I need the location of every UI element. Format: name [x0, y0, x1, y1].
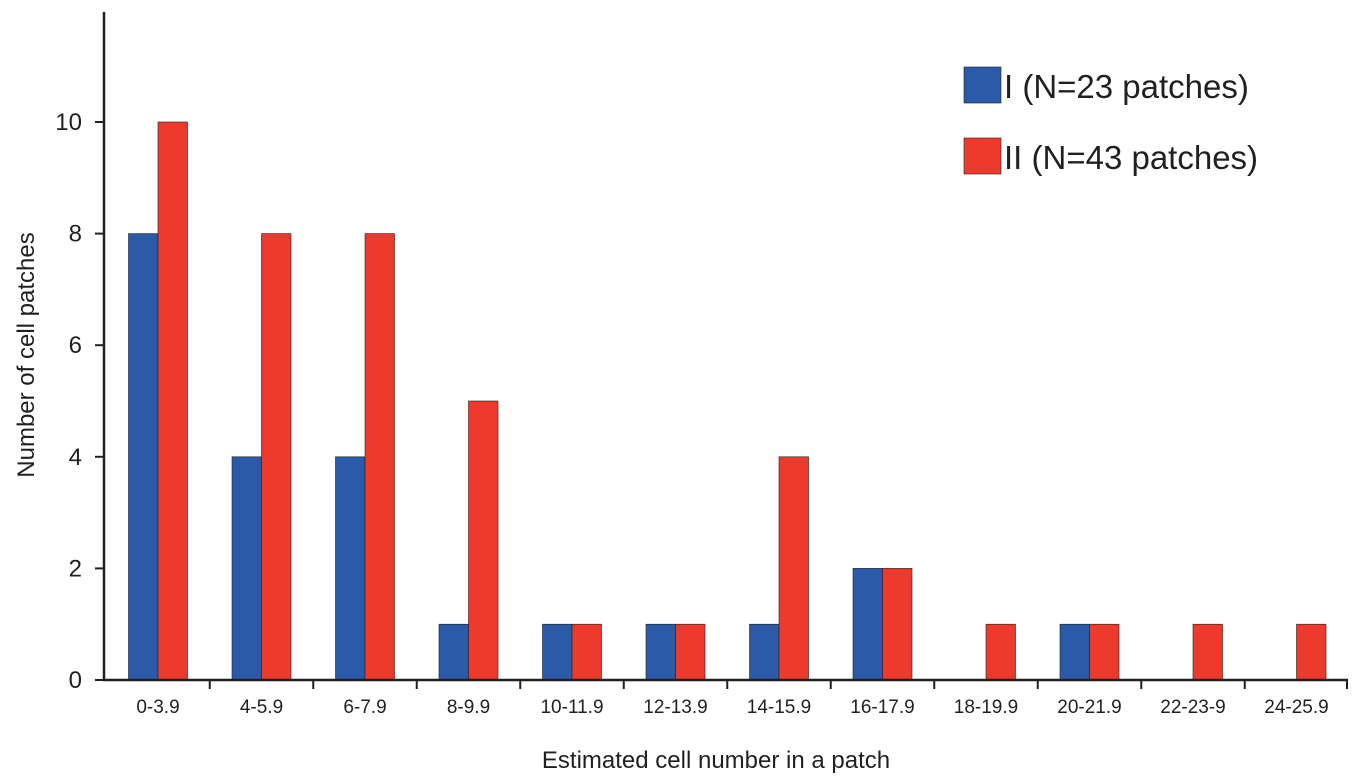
x-tick-label-10-11.9: 10-11.9	[540, 697, 603, 718]
legend-label-series-1: I (N=23 patches)	[1004, 68, 1249, 105]
x-tick-label-6-7.9: 6-7.9	[343, 697, 386, 718]
bar-series-2-24-25.9	[1296, 623, 1327, 681]
x-tick-label-18-19.9: 18-19.9	[954, 697, 1018, 718]
legend-swatch-series-2	[963, 137, 1002, 175]
bar-series-2-14-15.9	[778, 456, 809, 681]
bar-series-2-22-23-9	[1192, 623, 1223, 681]
x-tick-label-24-25.9: 24-25.9	[1264, 697, 1328, 718]
bar-series-2-0-3.9	[157, 121, 188, 681]
legend-swatch-series-1	[963, 66, 1002, 104]
x-tick-label-4-5.9: 4-5.9	[240, 697, 283, 718]
bar-series-2-6-7.9	[364, 233, 395, 681]
x-tick-label-20-21.9: 20-21.9	[1057, 697, 1121, 718]
y-tick-label-2: 2	[69, 555, 82, 582]
x-tick-label-0-3.9: 0-3.9	[136, 697, 179, 718]
y-tick-label-6: 6	[69, 332, 82, 359]
bar-series-2-8-9.9	[468, 400, 499, 681]
bar-series-1-10-11.9	[542, 623, 573, 681]
bar-series-1-8-9.9	[438, 623, 469, 681]
legend: I (N=23 patches) II (N=43 patches)	[963, 66, 1258, 176]
bar-series-1-12-13.9	[645, 623, 676, 681]
bar-series-1-20-21.9	[1059, 623, 1090, 681]
bar-series-1-16-17.9	[852, 568, 883, 681]
legend-label-series-2: II (N=43 patches)	[1004, 139, 1258, 176]
x-axis-ticks: 0-3.9 4-5.9 6-7.9 8-9.9 10-11.9 12-13.9 14-15.…	[136, 680, 1348, 718]
x-tick-label-14-15.9: 14-15.9	[747, 697, 811, 718]
bars-layer	[128, 121, 1327, 681]
bar-series-2-20-21.9	[1089, 623, 1120, 681]
bar-series-1-0-3.9	[128, 233, 159, 681]
bar-series-1-14-15.9	[749, 623, 780, 681]
x-tick-label-12-13.9: 12-13.9	[643, 697, 707, 718]
x-tick-label-16-17.9: 16-17.9	[850, 697, 914, 718]
bar-series-2-4-5.9	[261, 233, 292, 681]
x-tick-label-8-9.9: 8-9.9	[447, 697, 490, 718]
bar-series-2-18-19.9	[985, 623, 1016, 681]
x-axis-title: Estimated cell number in a patch	[542, 747, 890, 774]
y-tick-label-0: 0	[69, 667, 82, 694]
y-tick-label-10: 10	[55, 109, 82, 136]
y-tick-label-8: 8	[69, 221, 82, 248]
bar-series-2-10-11.9	[571, 623, 602, 681]
y-axis-ticks: 0 2 4 6 8 10	[55, 109, 104, 694]
bar-series-1-4-5.9	[231, 456, 262, 681]
bar-series-2-12-13.9	[675, 623, 706, 681]
x-tick-label-22-23-9: 22-23-9	[1160, 697, 1226, 718]
bar-series-1-6-7.9	[335, 456, 366, 681]
bar-series-2-16-17.9	[882, 568, 913, 681]
y-axis-title: Number of cell patches	[13, 232, 40, 477]
y-tick-label-4: 4	[69, 444, 82, 471]
